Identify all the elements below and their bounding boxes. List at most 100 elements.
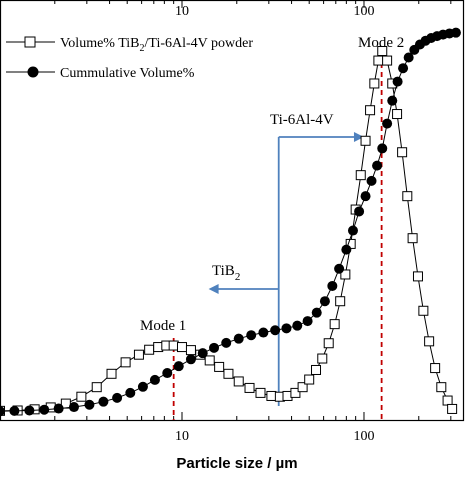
- volume-data-point: [106, 368, 117, 379]
- volume-data-point: [418, 305, 429, 316]
- volume-data-point: [397, 147, 408, 158]
- volume-data-point: [233, 376, 244, 387]
- x-axis-title: Particle size / µm: [176, 455, 297, 472]
- cumulative-data-point: [149, 374, 160, 385]
- mode-marker-lines: [172, 54, 383, 420]
- volume-data-point: [382, 55, 393, 66]
- volume-data-point: [304, 374, 315, 385]
- volume-data-point: [297, 382, 308, 393]
- volume-data-point: [365, 105, 376, 116]
- volume-data-point: [91, 382, 102, 393]
- volume-data-point: [335, 296, 346, 307]
- volume-data-point: [185, 345, 196, 356]
- cumulative-data-point: [137, 381, 148, 392]
- volume-data-point: [266, 390, 277, 401]
- mode2-label: Mode 2: [358, 35, 404, 51]
- series-cumulative-volume: [0, 27, 461, 417]
- volume-data-point: [317, 353, 328, 364]
- volume-data-point: [204, 355, 215, 366]
- cumulative-data-point: [9, 405, 20, 416]
- volume-data-point: [402, 191, 413, 202]
- cumulative-data-point: [173, 361, 184, 372]
- cumulative-data-point: [112, 392, 123, 403]
- cumulative-data-point: [319, 296, 330, 307]
- cumulative-data-point: [334, 263, 345, 274]
- cumulative-data-point: [209, 342, 220, 353]
- x-tick-label-bottom: 100: [353, 429, 374, 444]
- x-tick-label-top: 100: [353, 4, 374, 19]
- cumulative-data-point: [162, 368, 173, 379]
- cumulative-data-point: [366, 175, 377, 186]
- cumulative-data-point: [68, 402, 79, 413]
- plot-frame: [0, 0, 465, 422]
- legend-cumulative-label: Cummulative Volume%: [60, 66, 195, 81]
- volume-data-point: [430, 363, 441, 374]
- x-axis-ticks: 10 10 100 100: [0, 0, 452, 444]
- volume-data-point: [369, 78, 380, 89]
- cumulative-data-point: [185, 354, 196, 365]
- volume-data-point: [255, 387, 266, 398]
- volume-data-point: [442, 395, 453, 406]
- cumulative-data-point: [24, 405, 35, 416]
- boundary-arrow-left-head: [208, 284, 219, 294]
- cumulative-data-point: [360, 191, 371, 202]
- cumulative-data-point: [382, 118, 393, 129]
- size-boundary-annotation: [208, 132, 364, 406]
- volume-data-point: [323, 338, 334, 349]
- cumulative-data-point: [270, 325, 281, 336]
- cumulative-data-point: [39, 404, 50, 415]
- cumulative-data-point: [347, 225, 358, 236]
- volume-data-point: [144, 344, 155, 355]
- cumulative-data-point: [98, 396, 109, 407]
- series-line: [0, 49, 453, 412]
- volume-data-point: [392, 109, 403, 120]
- volume-data-point: [168, 340, 179, 351]
- volume-data-point: [244, 382, 255, 393]
- volume-data-point: [355, 170, 366, 181]
- volume-data-point: [176, 342, 187, 353]
- cumulative-data-point: [0, 406, 5, 417]
- cumulative-data-point: [392, 76, 403, 87]
- cumulative-data-point: [377, 143, 388, 154]
- legend-volume-marker: [24, 36, 36, 48]
- boundary-arrow-right-head: [353, 132, 364, 142]
- volume-data-point: [76, 391, 87, 402]
- series-volume-percent: [0, 46, 458, 416]
- tib2-region-label: TiB2: [212, 263, 240, 283]
- volume-data-point: [311, 364, 322, 375]
- legend: Volume% TiB2/Ti-6Al-4V powder Cummulativ…: [6, 36, 253, 81]
- cumulative-data-point: [53, 403, 64, 414]
- legend-cumulative-marker: [27, 66, 39, 78]
- volume-data-point: [447, 403, 458, 414]
- cumulative-data-point: [246, 330, 257, 341]
- volume-data-point: [373, 55, 384, 66]
- volume-data-point: [133, 349, 144, 360]
- cumulative-data-point: [372, 160, 383, 171]
- cumulative-data-point: [450, 27, 461, 38]
- volume-data-point: [377, 46, 388, 57]
- volume-data-point: [340, 269, 351, 280]
- cumulative-data-point: [221, 337, 232, 348]
- mode1-label: Mode 1: [140, 318, 186, 334]
- volume-data-point: [120, 357, 131, 368]
- cumulative-data-point: [84, 399, 95, 410]
- cumulative-data-point: [258, 327, 269, 338]
- volume-data-point: [329, 319, 340, 330]
- cumulative-data-point: [292, 320, 303, 331]
- x-tick-label-bottom: 10: [175, 429, 189, 444]
- cumulative-data-point: [341, 244, 352, 255]
- cumulative-data-point: [387, 95, 398, 106]
- cumulative-data-point: [233, 333, 244, 344]
- x-tick-label-top: 10: [175, 4, 189, 19]
- legend-volume-label: Volume% TiB2/Ti-6Al-4V powder: [60, 36, 253, 54]
- cumulative-data-point: [302, 316, 313, 327]
- volume-data-point: [290, 387, 301, 398]
- volume-data-point: [214, 361, 225, 372]
- cumulative-data-point: [125, 387, 136, 398]
- cumulative-data-point: [354, 206, 365, 217]
- volume-data-point: [360, 135, 371, 146]
- cumulative-data-point: [311, 307, 322, 318]
- volume-data-point: [407, 233, 418, 244]
